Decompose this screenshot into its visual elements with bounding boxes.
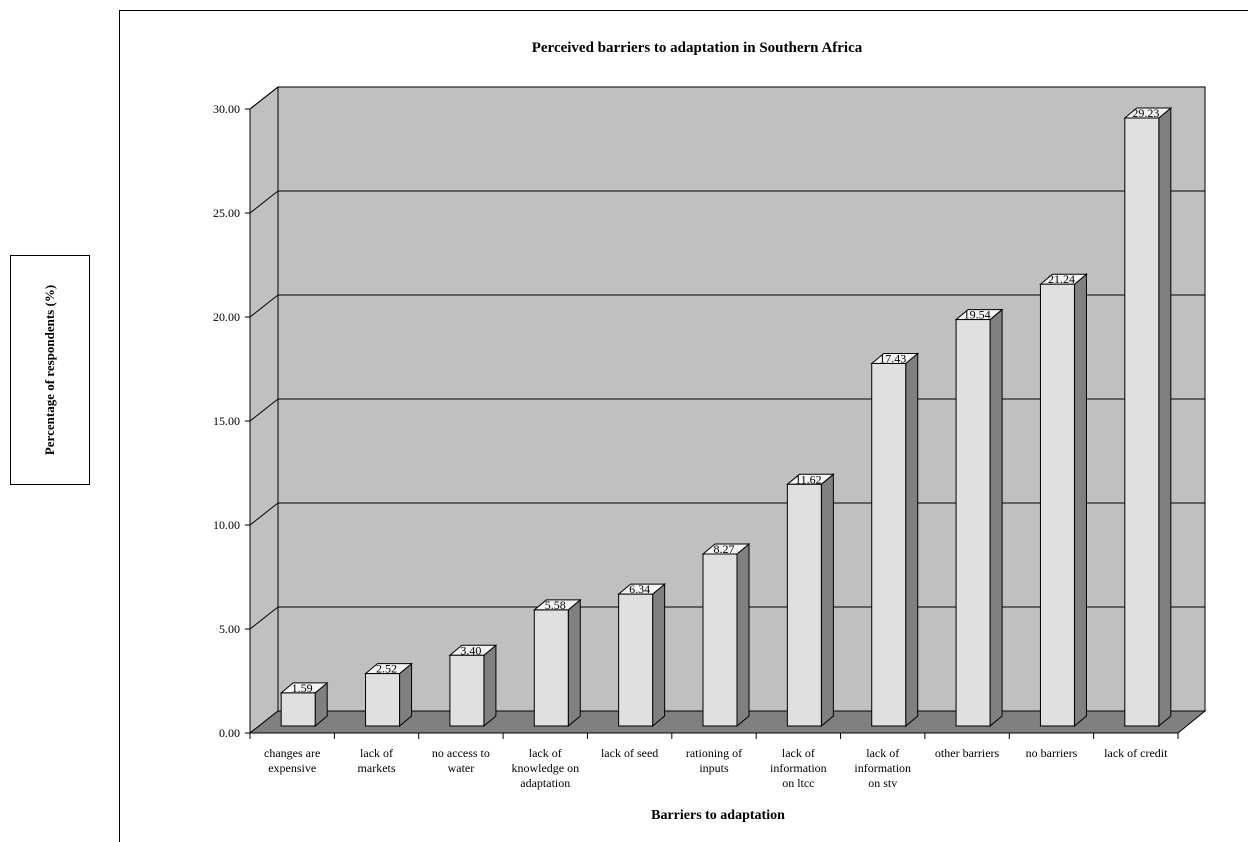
chart-frame-left xyxy=(119,10,120,842)
x-tick-label: no access to water xyxy=(432,746,490,775)
bar-side xyxy=(399,662,413,728)
bar-side xyxy=(989,308,1003,728)
y-tick-label: 10.00 xyxy=(213,518,240,532)
bar-side xyxy=(1158,106,1172,728)
data-label: 8.27 xyxy=(714,542,735,556)
bar xyxy=(618,593,654,727)
data-label: 17.43 xyxy=(879,351,906,365)
y-tick-label: 5.00 xyxy=(219,622,240,636)
bar-side xyxy=(483,644,497,728)
bar-side xyxy=(820,473,834,728)
chart-frame-top xyxy=(119,10,1248,11)
x-tick-label: rationing of inputs xyxy=(686,746,742,775)
bar xyxy=(280,692,316,727)
gridline xyxy=(249,294,1205,318)
x-tick-label: lack of information on ltcc xyxy=(770,746,827,790)
data-label: 21.24 xyxy=(1048,272,1075,286)
bar xyxy=(1039,283,1075,727)
y-tick-label: 30.00 xyxy=(213,102,240,116)
x-tick-label: no barriers xyxy=(1026,746,1078,760)
data-label: 1.59 xyxy=(292,681,313,695)
gridline xyxy=(249,86,1205,110)
bar-side xyxy=(652,583,666,728)
data-label: 5.58 xyxy=(545,598,566,612)
x-tick-label: lack of knowledge on adaptation xyxy=(511,746,579,790)
data-label: 11.62 xyxy=(795,472,822,486)
bar xyxy=(786,483,822,727)
y-axis-label-box: Percentage of respondents (%) xyxy=(10,255,90,485)
x-tick-label: lack of credit xyxy=(1104,746,1168,760)
x-axis-label: Barriers to adaptation xyxy=(651,808,785,823)
chart-title: Perceived barriers to adaptation in Sout… xyxy=(532,40,863,56)
bar-side xyxy=(1073,273,1087,728)
x-tick-label: lack of markets xyxy=(358,746,396,775)
bar xyxy=(955,319,991,727)
y-tick-label: 15.00 xyxy=(213,414,240,428)
data-label: 2.52 xyxy=(376,662,397,676)
bar xyxy=(533,609,569,727)
x-tick-label: lack of seed xyxy=(601,746,658,760)
gridline xyxy=(249,190,1205,214)
bar xyxy=(449,654,485,727)
x-tick-label: other barriers xyxy=(935,746,1000,760)
y-tick-label: 0.00 xyxy=(219,726,240,740)
y-tick-label: 20.00 xyxy=(213,310,240,324)
data-label: 3.40 xyxy=(460,643,481,657)
x-tick-label: changes are expensive xyxy=(264,746,320,775)
bar xyxy=(871,362,907,727)
bar-side xyxy=(567,598,581,728)
bar xyxy=(702,553,738,727)
data-label: 29.23 xyxy=(1132,106,1159,120)
bar xyxy=(1124,117,1160,727)
bar xyxy=(365,673,401,727)
x-tick-label: lack of information on stv xyxy=(854,746,911,790)
bar-side xyxy=(905,352,919,728)
data-label: 6.34 xyxy=(629,582,650,596)
data-label: 19.54 xyxy=(964,308,991,322)
bar-side xyxy=(736,542,750,728)
y-tick-label: 25.00 xyxy=(213,206,240,220)
